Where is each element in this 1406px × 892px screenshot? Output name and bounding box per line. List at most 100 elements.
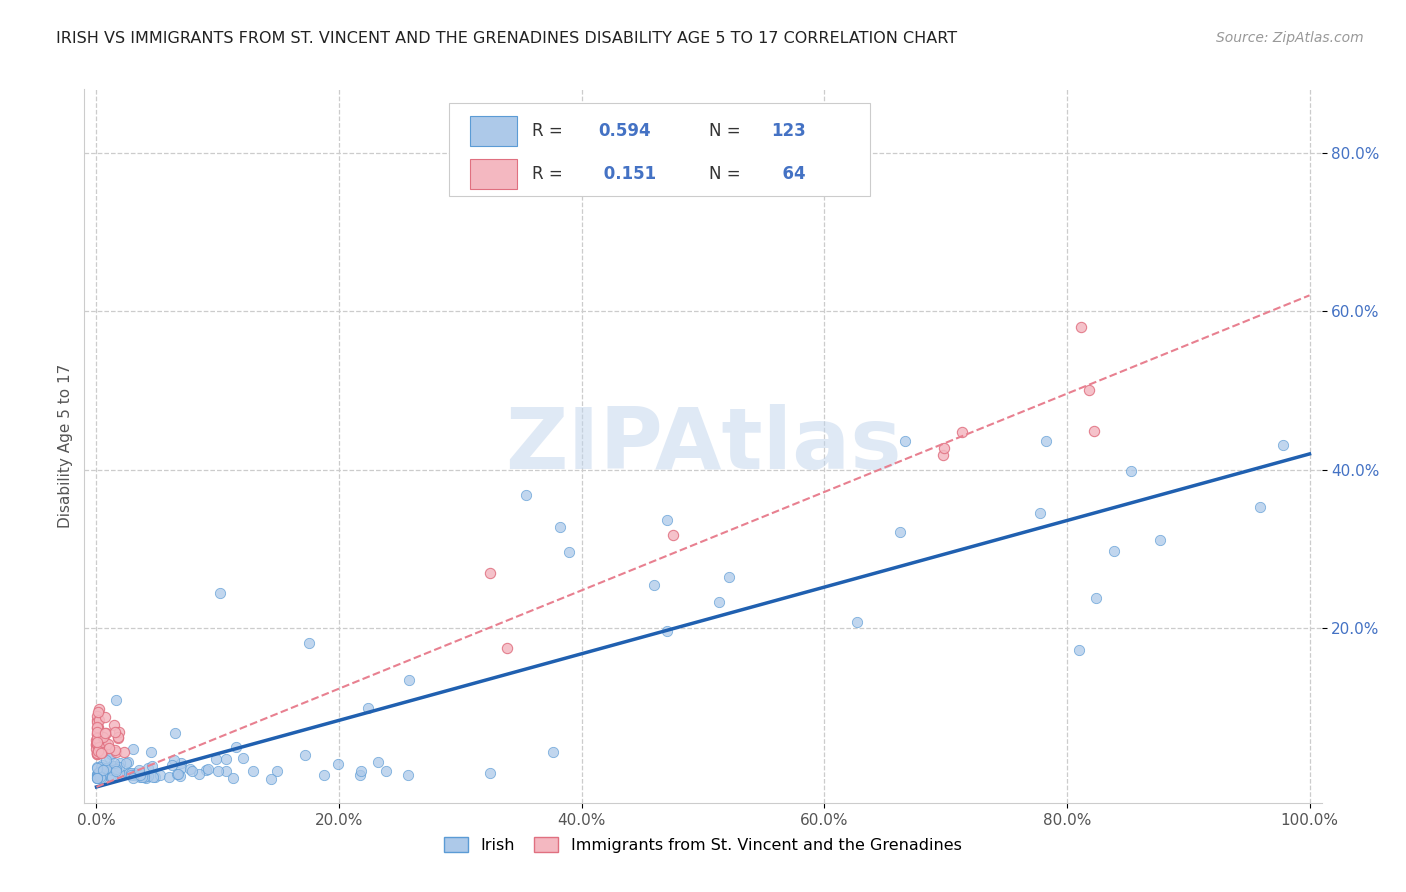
Point: [1272, 438, 1295, 452]
Point: [357, 701, 380, 715]
Point: [87, 713, 110, 727]
Point: [86, 736, 108, 750]
Point: [515, 488, 537, 502]
FancyBboxPatch shape: [450, 103, 870, 196]
Point: [398, 673, 420, 687]
Point: [893, 434, 915, 448]
Point: [846, 615, 869, 629]
FancyBboxPatch shape: [471, 116, 517, 146]
Point: [496, 640, 519, 655]
Point: [90, 739, 112, 753]
Point: [86, 739, 108, 754]
Point: [215, 752, 238, 766]
Point: [1121, 464, 1143, 478]
Point: [104, 724, 127, 739]
Point: [367, 755, 389, 769]
Text: N =: N =: [709, 122, 747, 140]
Point: [104, 764, 127, 778]
Point: [86, 714, 108, 729]
Point: [100, 747, 122, 761]
Point: [661, 528, 683, 542]
Point: [108, 767, 131, 781]
Point: [90, 771, 112, 785]
Point: [87, 765, 110, 780]
Point: [142, 770, 165, 784]
Point: [100, 770, 122, 784]
Point: [1085, 591, 1108, 605]
Point: [89, 766, 111, 780]
Point: [86, 747, 108, 761]
Point: [86, 768, 108, 782]
Point: [232, 750, 254, 764]
Point: [86, 771, 108, 785]
Point: [122, 771, 145, 785]
Point: [86, 747, 108, 762]
Point: [1029, 507, 1052, 521]
Point: [160, 757, 183, 772]
Point: [215, 764, 238, 779]
Point: [558, 544, 581, 558]
Point: [163, 753, 186, 767]
Point: [134, 770, 156, 784]
Point: [87, 706, 110, 720]
Point: [117, 765, 139, 780]
Point: [541, 745, 564, 759]
Point: [90, 760, 112, 774]
Point: [117, 755, 139, 769]
Point: [115, 767, 138, 781]
Point: [1102, 544, 1125, 558]
Point: [349, 764, 371, 778]
Point: [169, 769, 191, 783]
Point: [128, 763, 150, 777]
Point: [86, 767, 108, 781]
Point: [103, 756, 125, 771]
Point: [124, 765, 146, 780]
Point: [98, 770, 121, 784]
Point: [167, 767, 190, 781]
Point: [101, 761, 124, 775]
Point: [108, 756, 131, 771]
Point: [1149, 533, 1171, 548]
Point: [1083, 424, 1105, 438]
Point: [129, 768, 152, 782]
Point: [87, 744, 110, 758]
Text: 123: 123: [770, 122, 806, 140]
Point: [86, 762, 108, 776]
Point: [97, 737, 120, 751]
Point: [148, 768, 170, 782]
Point: [86, 760, 108, 774]
Point: [89, 770, 111, 784]
Point: [86, 742, 108, 756]
Text: 64: 64: [770, 165, 806, 183]
Point: [86, 732, 108, 747]
Point: [181, 764, 204, 778]
Point: [86, 747, 108, 761]
Point: [266, 764, 288, 779]
Point: [204, 751, 226, 765]
Point: [86, 772, 108, 786]
Text: IRISH VS IMMIGRANTS FROM ST. VINCENT AND THE GRENADINES DISABILITY AGE 5 TO 17 C: IRISH VS IMMIGRANTS FROM ST. VINCENT AND…: [56, 31, 957, 46]
Point: [96, 725, 118, 739]
Text: Source: ZipAtlas.com: Source: ZipAtlas.com: [1216, 31, 1364, 45]
Point: [1035, 434, 1057, 448]
Point: [112, 745, 135, 759]
Y-axis label: Disability Age 5 to 17: Disability Age 5 to 17: [58, 364, 73, 528]
Text: N =: N =: [709, 165, 747, 183]
Point: [120, 766, 142, 780]
Point: [136, 769, 159, 783]
Point: [122, 768, 145, 782]
Point: [122, 742, 145, 756]
Point: [107, 730, 129, 744]
Point: [91, 739, 114, 753]
Point: [349, 768, 371, 782]
Point: [104, 759, 127, 773]
Point: [170, 761, 193, 775]
Point: [169, 756, 191, 770]
Point: [98, 761, 121, 775]
Point: [141, 746, 163, 760]
Point: [87, 737, 110, 751]
Legend: Irish, Immigrants from St. Vincent and the Grenadines: Irish, Immigrants from St. Vincent and t…: [437, 830, 969, 859]
FancyBboxPatch shape: [471, 159, 517, 189]
Text: 0.594: 0.594: [598, 122, 651, 140]
Point: [103, 759, 125, 773]
